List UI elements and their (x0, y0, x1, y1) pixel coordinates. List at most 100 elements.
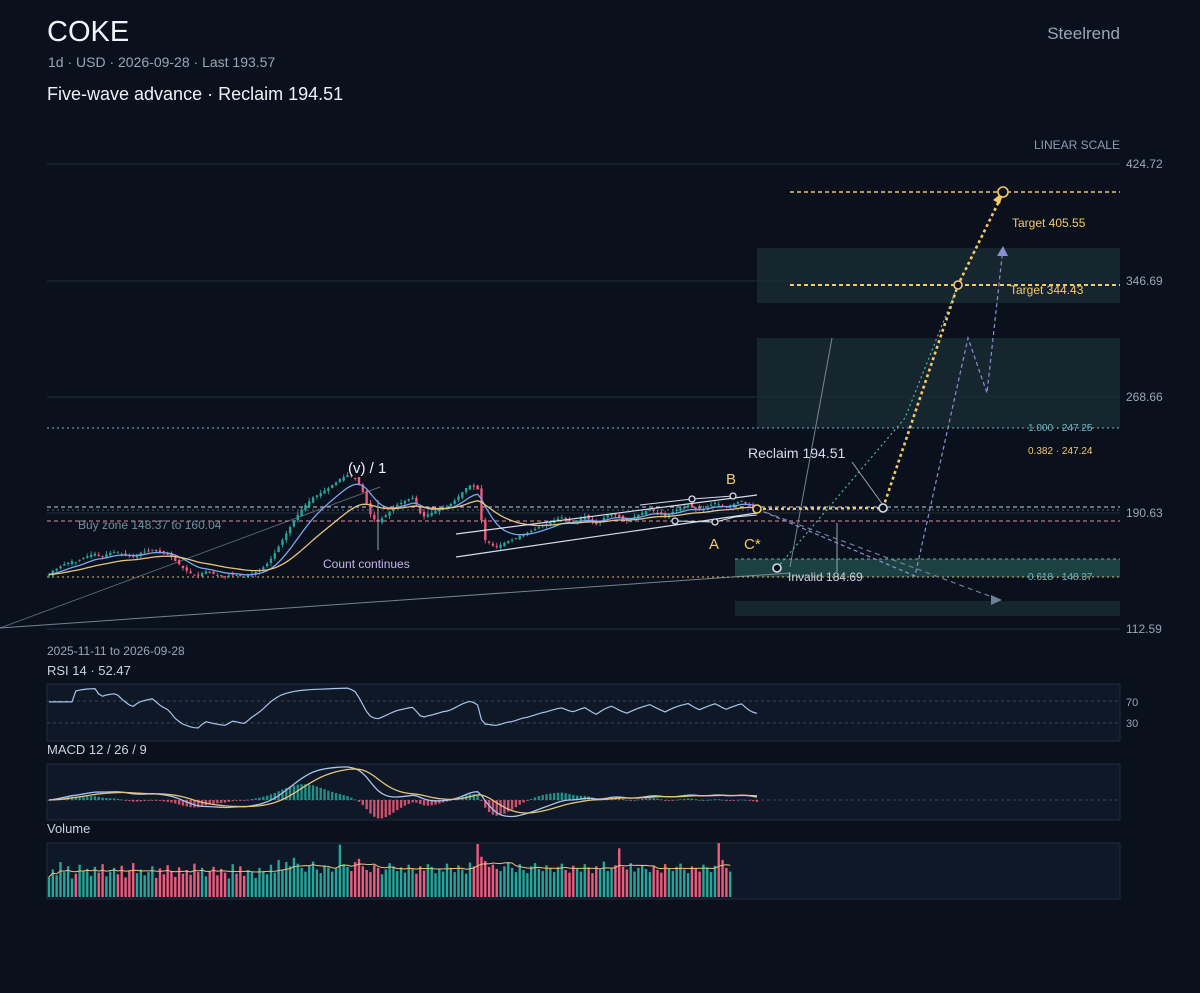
macd-histogram-bar (376, 800, 380, 819)
macd-histogram-bar (403, 800, 407, 806)
macd-histogram-bar (254, 798, 257, 800)
macd-histogram-bar (656, 798, 659, 800)
macd-histogram-bar (93, 796, 97, 800)
volume-bar (55, 875, 58, 897)
macd-histogram-bar (560, 792, 564, 800)
volume-bar (346, 866, 349, 897)
rsi-panel (46, 683, 1121, 742)
volume-bar (227, 878, 231, 897)
volume-bar (396, 871, 399, 897)
volume-bar (246, 870, 250, 897)
macd-histogram-bar (158, 800, 162, 801)
scale-label: LINEAR SCALE (1034, 138, 1120, 152)
macd-histogram-bar (755, 800, 759, 802)
candle-body (97, 554, 100, 556)
rsi-30-label: 30 (1126, 718, 1138, 730)
macd-histogram-bar (652, 798, 655, 800)
macd-histogram-bar (476, 794, 479, 800)
volume-bar (625, 869, 629, 897)
candle-body (158, 550, 162, 553)
volume-bar (177, 867, 181, 897)
volume-bar (464, 873, 468, 897)
macd-panel (46, 763, 1121, 821)
volume-bar (545, 865, 548, 897)
candle-body (384, 515, 387, 517)
volume-bar (575, 868, 579, 897)
macd-histogram-bar (690, 798, 694, 800)
candle-body (652, 509, 655, 511)
candle-body (533, 529, 537, 531)
candle-body (78, 559, 81, 561)
macd-histogram-bar (216, 800, 219, 804)
candle-body (246, 575, 250, 577)
candle-body (618, 514, 621, 518)
volume-bar (530, 866, 533, 897)
candle-body (265, 563, 269, 567)
volume-bar (327, 867, 330, 897)
candle-body (216, 574, 219, 576)
volume-bar (350, 871, 353, 897)
volume-bar (461, 869, 464, 897)
macd-histogram-bar (361, 800, 365, 806)
volume-bar (633, 871, 636, 897)
volume-bar (277, 859, 280, 897)
candle-body (273, 553, 276, 559)
candle-body (518, 535, 521, 540)
macd-histogram-bar (706, 799, 709, 801)
fib-0618-label: 0.618 · 148.37 (1028, 572, 1093, 583)
macd-histogram-bar (441, 800, 445, 803)
macd-histogram-bar (208, 800, 211, 805)
candle-body (445, 506, 449, 509)
downside-projection (756, 508, 1001, 601)
macd-histogram-bar (683, 798, 686, 800)
volume-bar (384, 869, 387, 897)
macd-histogram-bar (304, 784, 307, 800)
current-node (752, 504, 762, 514)
candle-body (706, 506, 709, 508)
volume-bar (660, 872, 663, 897)
candle-body (101, 555, 104, 557)
macd-histogram-bar (552, 793, 556, 800)
date-range: 2025-11-11 to 2026-09-28 (47, 644, 185, 658)
macd-histogram-bar (147, 800, 150, 801)
target-344-node (953, 280, 963, 290)
macd-histogram-bar (740, 799, 743, 801)
candle-body (300, 509, 303, 517)
arrowhead-purple (997, 246, 1008, 256)
volume-bar (598, 869, 602, 897)
y-tick-label: 346.69 (1126, 274, 1163, 288)
volume-bar (629, 863, 632, 897)
macd-histogram-bar (514, 800, 518, 808)
candle-body (602, 517, 606, 521)
ma-fast-line (48, 483, 758, 576)
volume-bar (445, 863, 449, 897)
volume-bar (154, 877, 158, 897)
macd-histogram-bar (154, 800, 158, 801)
volume-bar (220, 868, 223, 897)
volume-bar (453, 872, 456, 897)
target-zone-upper (757, 248, 1120, 303)
macd-histogram-bar (575, 795, 579, 800)
candle-body (70, 561, 74, 564)
macd-histogram-bar (174, 800, 177, 804)
volume-bar (265, 874, 269, 897)
candle-body (430, 512, 433, 516)
volume-bar (621, 866, 625, 897)
macd-histogram-bar (556, 792, 560, 800)
volume-bar (434, 873, 437, 897)
macd-histogram-bar (373, 800, 376, 817)
candle-body (323, 490, 326, 494)
candle-body (227, 575, 231, 577)
macd-histogram-bar (193, 800, 196, 808)
macd-histogram-bar (116, 798, 120, 800)
volume-bar (675, 866, 678, 897)
volume-bar (162, 874, 165, 897)
volume-average-line (48, 862, 731, 878)
reclaim-node (878, 503, 888, 513)
volume-bar (644, 868, 648, 897)
volume-bar (403, 872, 407, 897)
volume-bar (59, 862, 62, 897)
volume-bar (334, 868, 338, 897)
candle-body (304, 504, 307, 511)
macd-histogram-bar (694, 799, 697, 800)
